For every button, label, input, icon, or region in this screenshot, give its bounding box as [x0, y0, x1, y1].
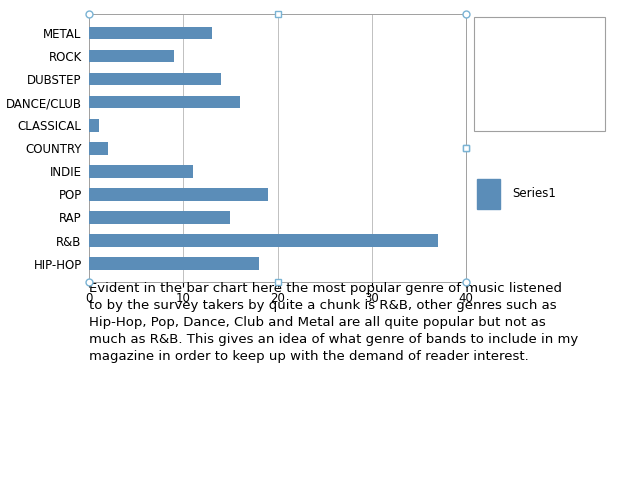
Bar	[89, 142, 108, 155]
Bar	[89, 188, 268, 201]
Bar	[89, 165, 193, 178]
Text: Evident in the bar chart here the most popular genre of music listened
to by the: Evident in the bar chart here the most p…	[89, 282, 579, 363]
Text: Music
Genres.: Music Genres.	[512, 59, 566, 89]
FancyBboxPatch shape	[473, 17, 605, 131]
Bar	[89, 119, 99, 132]
Bar	[89, 257, 259, 270]
Bar	[477, 179, 500, 209]
Bar	[89, 26, 212, 39]
Bar	[89, 73, 221, 85]
Bar	[89, 50, 174, 62]
Bar	[89, 96, 240, 108]
Text: Series1: Series1	[512, 187, 556, 200]
Bar	[89, 234, 438, 247]
Bar	[89, 211, 230, 224]
